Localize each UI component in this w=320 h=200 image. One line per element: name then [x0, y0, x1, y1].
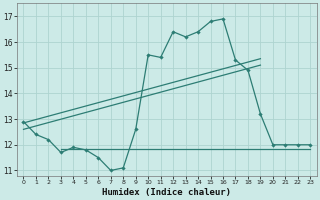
X-axis label: Humidex (Indice chaleur): Humidex (Indice chaleur) — [102, 188, 231, 197]
